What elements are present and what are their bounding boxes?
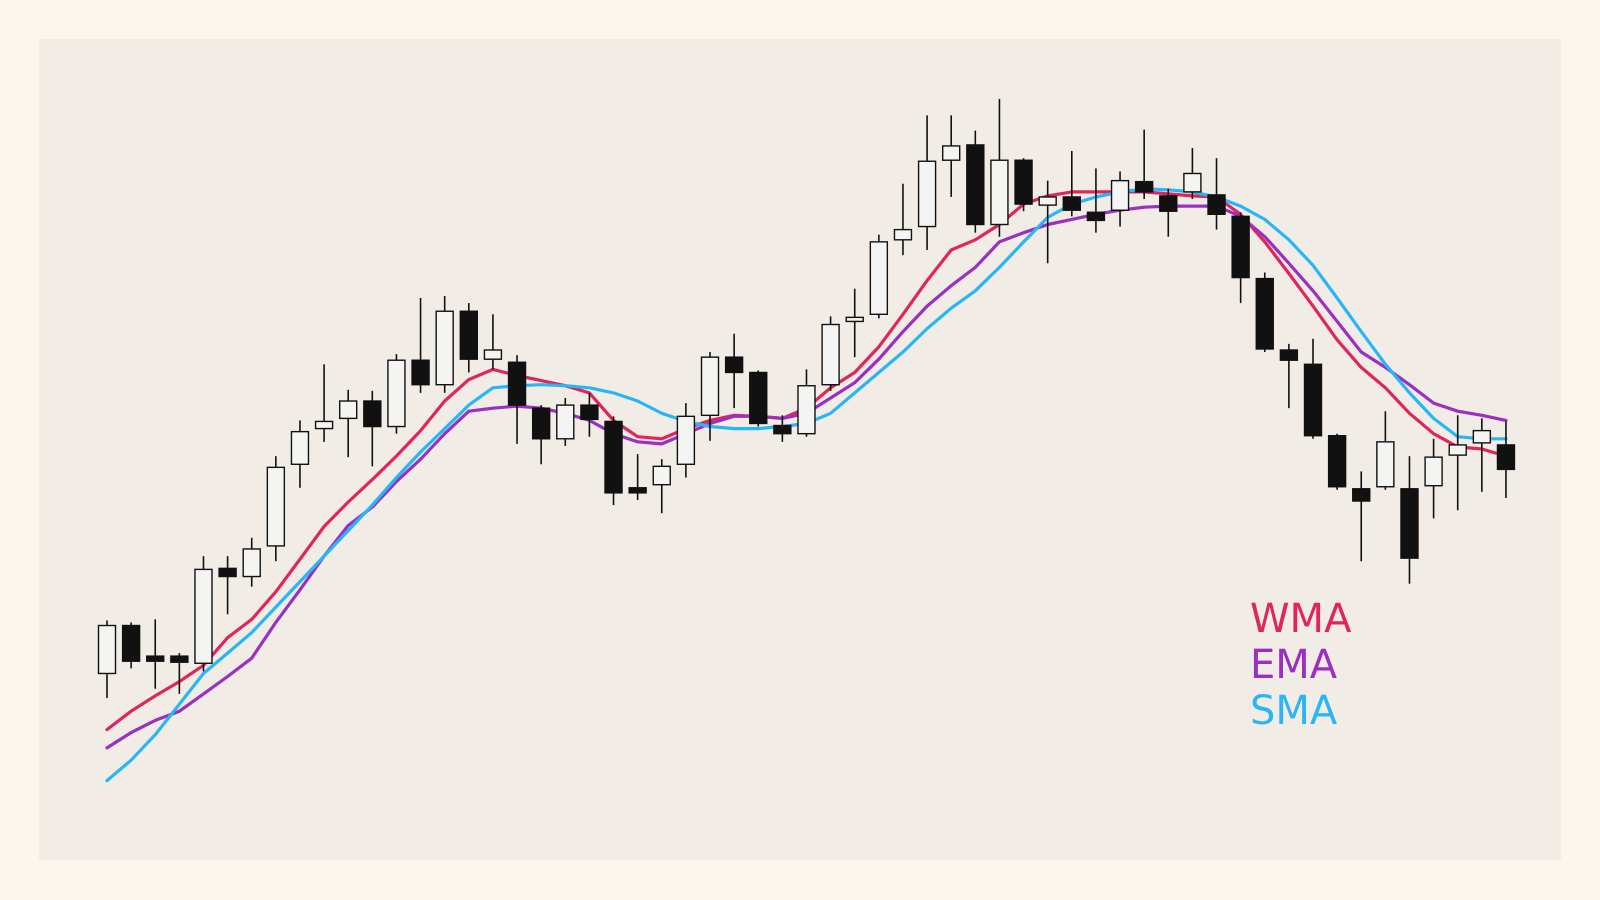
candle-body [893, 228, 913, 241]
candle-body [242, 548, 261, 578]
candle-body [1303, 363, 1323, 437]
legend-label: SMA [1250, 688, 1338, 734]
candle-body [218, 567, 237, 578]
candle-body [724, 356, 744, 374]
candle-body [556, 404, 575, 440]
candle-body [1327, 435, 1347, 488]
candle-body [821, 323, 840, 386]
candle-body [628, 487, 647, 494]
candle-body [749, 371, 768, 425]
candle-body [1255, 277, 1274, 350]
candle-body [387, 359, 406, 428]
candle-body [604, 420, 623, 494]
candle-body [1472, 429, 1492, 444]
candle-body [1014, 159, 1033, 205]
candle-body [531, 407, 551, 440]
candle-body [990, 159, 1009, 226]
candle-body [1496, 444, 1516, 471]
candle-body [652, 465, 671, 486]
candle-body [917, 160, 937, 228]
candle-body [314, 420, 334, 430]
candle-body [942, 145, 961, 161]
candle-body [121, 624, 141, 662]
candle-body [1231, 215, 1250, 279]
candle-body [1376, 441, 1395, 488]
candle-body [773, 424, 792, 435]
candle-body [411, 359, 430, 386]
candle-body [1400, 488, 1419, 559]
candle-body [1086, 211, 1106, 222]
candle-body [1279, 349, 1299, 361]
candle-body [1207, 194, 1226, 216]
candle-body [1183, 172, 1202, 193]
candle-body [483, 349, 503, 360]
candle-body [170, 655, 189, 663]
candle-body [1110, 179, 1130, 211]
candle-body [1134, 180, 1154, 193]
candle-body [290, 430, 310, 465]
candle-body [1424, 456, 1443, 487]
legend-label: EMA [1250, 642, 1338, 688]
candle-body [1038, 196, 1057, 206]
candle-body [339, 400, 358, 420]
candle-body [1159, 195, 1178, 212]
candle-body [966, 144, 985, 226]
candle-body [1062, 196, 1082, 211]
candle-body [435, 310, 454, 386]
candle-body [700, 356, 720, 417]
candle-body [1352, 488, 1371, 502]
candle-body [363, 400, 382, 428]
candle-body [459, 310, 478, 360]
candle-body [676, 415, 696, 465]
candle-body [507, 361, 527, 406]
plot-area [97, 99, 1516, 783]
candle-body [845, 316, 864, 323]
candle-body [1448, 444, 1467, 456]
candle-body [97, 624, 117, 675]
legend-label: WMA [1250, 596, 1352, 642]
candle-body [869, 241, 889, 315]
candle-body [266, 466, 286, 547]
candle-body [797, 385, 816, 435]
candle-body [146, 655, 165, 662]
candle-body [194, 568, 213, 664]
candle-body [580, 404, 599, 421]
